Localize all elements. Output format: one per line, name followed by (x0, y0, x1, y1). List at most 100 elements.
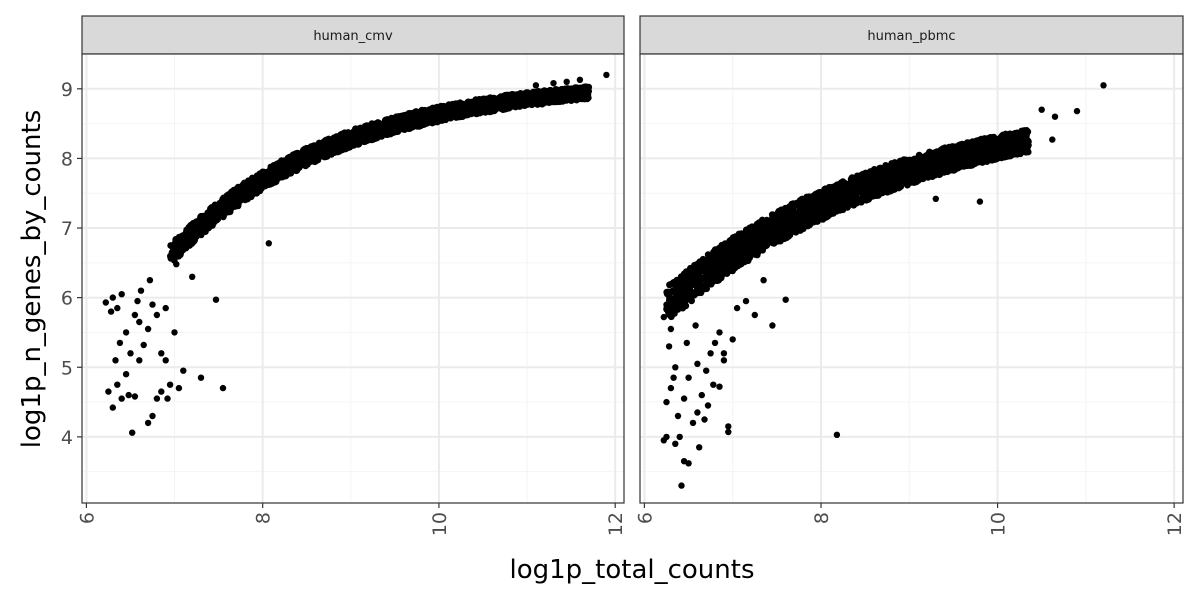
point (887, 179, 895, 187)
point (689, 274, 697, 281)
point (442, 111, 449, 119)
point (987, 134, 995, 141)
point (519, 99, 527, 107)
point (580, 87, 588, 95)
point (912, 178, 920, 186)
point (302, 162, 309, 170)
y-tick-label: 4 (61, 427, 73, 449)
point (136, 357, 143, 364)
point (146, 277, 154, 284)
point (725, 428, 732, 436)
point (859, 170, 867, 178)
point (272, 178, 280, 186)
point (584, 91, 592, 99)
point (441, 103, 448, 111)
point (665, 343, 673, 350)
point (696, 258, 704, 266)
point (256, 187, 264, 195)
point (670, 279, 677, 286)
point (660, 437, 667, 444)
point (395, 118, 402, 126)
facet-panel-human_cmv: human_cmv (81, 15, 625, 504)
point (821, 197, 828, 205)
point (694, 409, 701, 416)
point (131, 311, 139, 319)
point (720, 357, 728, 364)
point (720, 350, 728, 357)
point (153, 395, 161, 402)
point (976, 198, 984, 205)
point (455, 110, 463, 118)
point (232, 189, 240, 196)
point (575, 87, 582, 94)
point (677, 276, 684, 283)
point (326, 140, 334, 148)
point (946, 144, 953, 152)
point (211, 203, 219, 211)
point (168, 249, 176, 256)
point (736, 241, 744, 249)
point (486, 103, 493, 110)
point (995, 149, 1002, 157)
point (843, 193, 850, 201)
point (450, 102, 458, 110)
point (177, 249, 185, 257)
point (112, 357, 119, 364)
point (667, 384, 675, 392)
point (370, 121, 378, 129)
point (343, 139, 350, 146)
point (164, 395, 171, 402)
point (688, 266, 695, 274)
point (963, 156, 971, 163)
point (833, 208, 840, 215)
point (224, 194, 231, 201)
point (779, 224, 787, 232)
point (919, 154, 927, 162)
point (1051, 113, 1059, 120)
point (461, 110, 469, 117)
point (797, 223, 804, 231)
panel-border (639, 53, 1184, 504)
point (385, 126, 393, 134)
point (965, 142, 973, 150)
point (134, 297, 141, 305)
point (984, 143, 992, 151)
point (802, 195, 810, 203)
point (785, 232, 792, 240)
point (663, 398, 670, 406)
point (926, 155, 933, 163)
point (263, 176, 271, 184)
point (822, 185, 829, 193)
point (694, 360, 701, 367)
point (682, 286, 690, 293)
point (671, 307, 679, 315)
x-tick-label: 10 (988, 512, 1010, 536)
point (560, 91, 568, 99)
point (856, 176, 864, 184)
point (943, 162, 951, 170)
point (545, 99, 553, 106)
point (210, 219, 218, 227)
point (802, 213, 810, 221)
point (478, 108, 486, 116)
point (171, 329, 178, 336)
point (294, 152, 302, 160)
point (114, 304, 121, 312)
point (877, 189, 884, 197)
point (136, 318, 143, 326)
x-tick-label: 10 (429, 512, 451, 536)
point (705, 253, 713, 261)
point (704, 402, 712, 409)
point (833, 431, 841, 438)
point (191, 236, 199, 244)
point (350, 136, 358, 143)
point (680, 299, 688, 307)
point (731, 240, 738, 248)
point (997, 140, 1005, 148)
point (712, 253, 719, 260)
point (694, 272, 702, 280)
point (806, 221, 814, 229)
point (508, 91, 516, 98)
